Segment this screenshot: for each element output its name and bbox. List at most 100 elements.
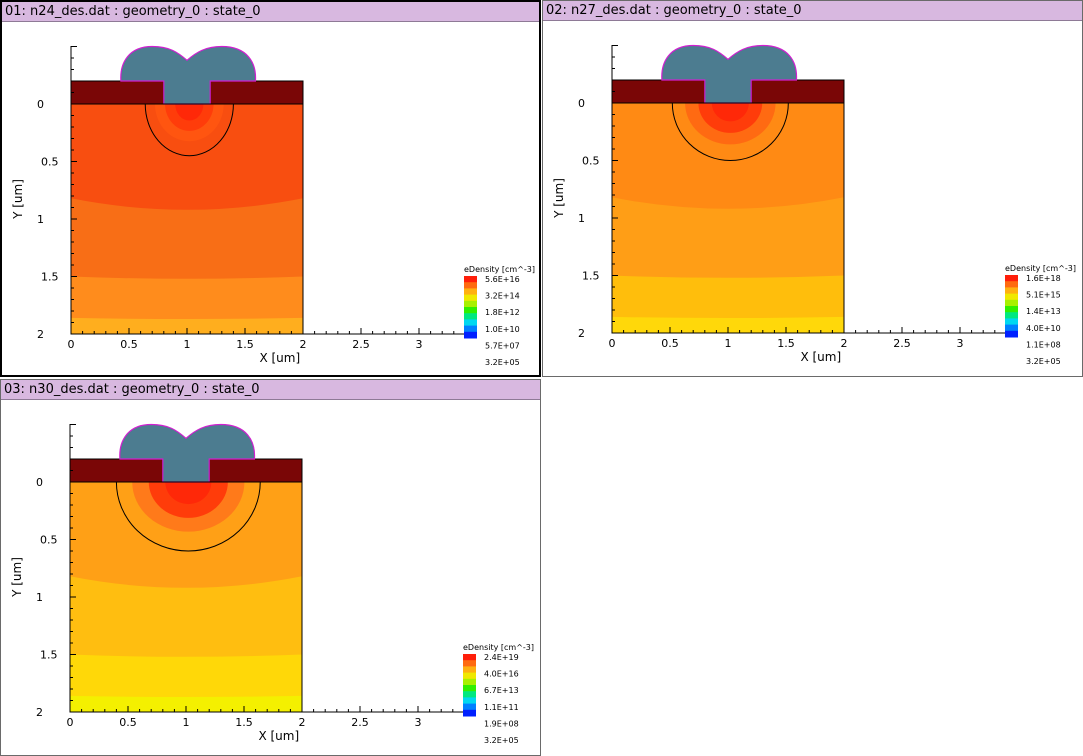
density-core-peak [175,104,204,121]
legend-swatch [464,288,477,296]
legend-swatch [463,685,476,692]
legend-swatch [464,294,477,302]
legend-swatch [463,703,476,711]
plot-panel-3[interactable]: 03: n30_des.dat : geometry_0 : state_0 0… [0,379,541,756]
y-tick-label: 0 [578,97,585,110]
junction-contour [144,103,234,157]
legend-title: eDensity [cm^-3] [463,643,534,652]
legend-swatch [463,678,476,686]
density-core-peak [165,482,212,505]
legend-swatch [464,331,477,339]
density-core-peak [711,103,749,122]
x-tick-label: 3 [416,338,423,351]
y-tick-label: 1.5 [41,271,59,284]
x-tick-label: 2.5 [352,338,370,351]
x-axis-label: X [um] [259,351,300,365]
x-tick-label: 2.5 [893,337,911,350]
legend-swatch [464,282,477,289]
oxide-right [209,80,304,105]
y-tick-label: 0.5 [41,156,59,169]
legend-value: 3.2E+05 [1026,357,1061,366]
x-tick-label: 1.5 [777,337,795,350]
legend-swatch [464,307,477,314]
y-tick-label: 1 [578,212,585,225]
x-tick-label: 0 [609,337,616,350]
legend-value: 3.2E+05 [485,358,520,367]
axes: 0 0.5 1 1.5 2 0 0.5 1 1.5 2 2.5 3 X [um] Y [um] [552,45,1007,364]
legend-swatch [463,672,476,680]
y-tick-label: 2 [37,328,44,341]
oxide-left [70,80,165,105]
plot-panel-1[interactable]: 01: n24_des.dat : geometry_0 : state_0 0… [0,0,541,377]
legend-swatch [1005,299,1018,307]
legend-value: 1.4E+13 [1026,307,1061,316]
y-tick-label: 1.5 [40,649,58,662]
legend-value: 6.7E+13 [484,686,519,695]
x-tick-label: 0 [67,716,74,729]
x-tick-label: 0.5 [661,337,679,350]
device-geometry [70,45,304,335]
legend-value: 5.6E+16 [485,275,520,284]
legend-swatch [463,709,476,717]
legend-swatch [464,300,477,308]
legend-value: 4.0E+16 [484,670,519,679]
legend-swatch [463,654,476,661]
x-tick-label: 1.5 [236,338,254,351]
contour-plot-3[interactable]: 0 0.5 1 1.5 2 0 0.5 1 1.5 2 2.5 3 X [um] Y [um] eDensi… [1,400,540,755]
legend-value: 3.2E+05 [484,736,519,745]
legend-value: 2.4E+19 [484,653,519,662]
legend-swatch [1005,306,1018,313]
legend-value: 1.6E+18 [1026,274,1061,283]
x-tick-label: 3 [957,337,964,350]
legend-value: 3.2E+14 [485,292,520,301]
x-tick-label: 0.5 [120,338,138,351]
x-tick-label: 2 [841,337,848,350]
legend-value: 5.1E+15 [1026,291,1061,300]
plot-panel-2[interactable]: 02: n27_des.dat : geometry_0 : state_0 0… [542,0,1083,377]
legend-swatch [1005,324,1018,332]
device-geometry [69,423,303,713]
colorbar-legend: eDensity [cm^-3]1.6E+18 5.1E+15 1.4E+13 4.0… [1005,264,1076,366]
y-tick-label: 0 [37,98,44,111]
legend-value: 4.0E+10 [1026,324,1061,333]
x-tick-label: 2 [299,716,306,729]
legend-swatch [1005,330,1018,338]
oxide-left [611,79,706,104]
gate-metal [119,423,256,483]
legend-value: 1.1E+11 [484,703,519,712]
axes: 0 0.5 1 1.5 2 0 0.5 1 1.5 2 2.5 3 X [um] Y [um] [10,424,465,743]
gate-metal [120,45,257,105]
oxide-right [750,79,845,104]
y-axis-label: Y [um] [11,179,25,220]
legend-swatch [463,691,476,698]
legend-swatch [464,319,477,327]
junction-contour [115,481,261,552]
junction-contour [671,102,789,161]
x-tick-label: 3 [415,716,422,729]
legend-swatch [1005,293,1018,301]
gate-metal [661,44,798,104]
legend-swatch [1005,318,1018,326]
x-tick-label: 1 [184,338,191,351]
y-tick-label: 2 [36,706,43,719]
x-tick-label: 2.5 [351,716,369,729]
legend-value: 1.9E+08 [484,719,519,728]
legend-title: eDensity [cm^-3] [1005,264,1076,273]
x-axis-label: X [um] [258,729,299,743]
x-tick-label: 0 [68,338,75,351]
oxide-left [69,458,164,483]
y-tick-label: 0 [36,476,43,489]
colorbar-legend: eDensity [cm^-3]5.6E+16 3.2E+14 1.8E+12 1.0… [464,265,535,367]
contour-plot-1[interactable]: 0 0.5 1 1.5 2 0 0.5 1 1.5 2 2.5 3 X [um] Y [um] eDensi… [2,22,539,375]
axes: 0 0.5 1 1.5 2 0 0.5 1 1.5 2 2.5 3 X [um] Y [um] [11,46,466,365]
panel-title: 03: n30_des.dat : geometry_0 : state_0 [1,380,540,400]
y-tick-label: 1.5 [582,270,600,283]
legend-swatch [463,666,476,674]
contour-plot-2[interactable]: 0 0.5 1 1.5 2 0 0.5 1 1.5 2 2.5 3 X [um] Y [um] eDensi… [543,21,1082,376]
legend-title: eDensity [cm^-3] [464,265,535,274]
legend-value: 1.1E+08 [1026,340,1061,349]
x-tick-label: 0.5 [119,716,137,729]
legend-value: 1.8E+12 [485,308,520,317]
x-tick-label: 1 [725,337,732,350]
legend-swatch [1005,312,1018,319]
